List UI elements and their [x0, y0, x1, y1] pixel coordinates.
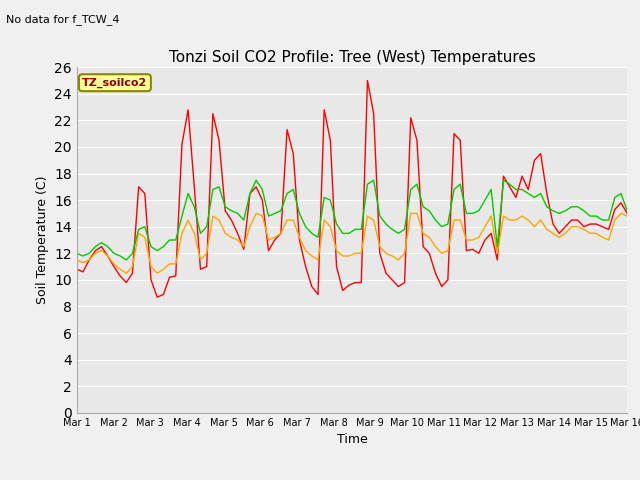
-8cm — [246, 191, 254, 196]
-8cm — [122, 257, 130, 263]
-2cm — [611, 206, 619, 212]
-4cm — [611, 217, 619, 223]
Line: -2cm: -2cm — [77, 81, 627, 297]
-2cm — [556, 230, 563, 236]
-4cm — [252, 211, 260, 216]
Y-axis label: Soil Temperature (C): Soil Temperature (C) — [36, 176, 49, 304]
Line: -8cm: -8cm — [77, 180, 627, 260]
-4cm — [623, 213, 631, 219]
-4cm — [73, 257, 81, 263]
-8cm — [468, 211, 476, 216]
-4cm — [154, 270, 161, 276]
Text: No data for f_TCW_4: No data for f_TCW_4 — [6, 14, 120, 25]
-2cm — [246, 191, 254, 196]
-8cm — [623, 208, 631, 214]
-2cm — [468, 246, 476, 252]
-4cm — [246, 224, 254, 229]
-2cm — [623, 211, 631, 216]
Title: Tonzi Soil CO2 Profile: Tree (West) Temperatures: Tonzi Soil CO2 Profile: Tree (West) Temp… — [168, 49, 536, 65]
-2cm — [154, 294, 161, 300]
X-axis label: Time: Time — [337, 433, 367, 446]
-8cm — [154, 248, 161, 253]
-2cm — [543, 191, 550, 196]
-8cm — [543, 204, 550, 210]
-4cm — [543, 227, 550, 232]
-4cm — [122, 270, 130, 276]
-8cm — [73, 251, 81, 256]
-4cm — [468, 237, 476, 243]
-8cm — [252, 177, 260, 183]
-8cm — [611, 194, 619, 200]
-2cm — [147, 277, 155, 283]
Line: -4cm: -4cm — [77, 214, 627, 273]
-8cm — [556, 211, 563, 216]
-2cm — [364, 78, 371, 84]
-4cm — [556, 234, 563, 240]
Text: TZ_soilco2: TZ_soilco2 — [83, 78, 148, 88]
-2cm — [73, 266, 81, 272]
